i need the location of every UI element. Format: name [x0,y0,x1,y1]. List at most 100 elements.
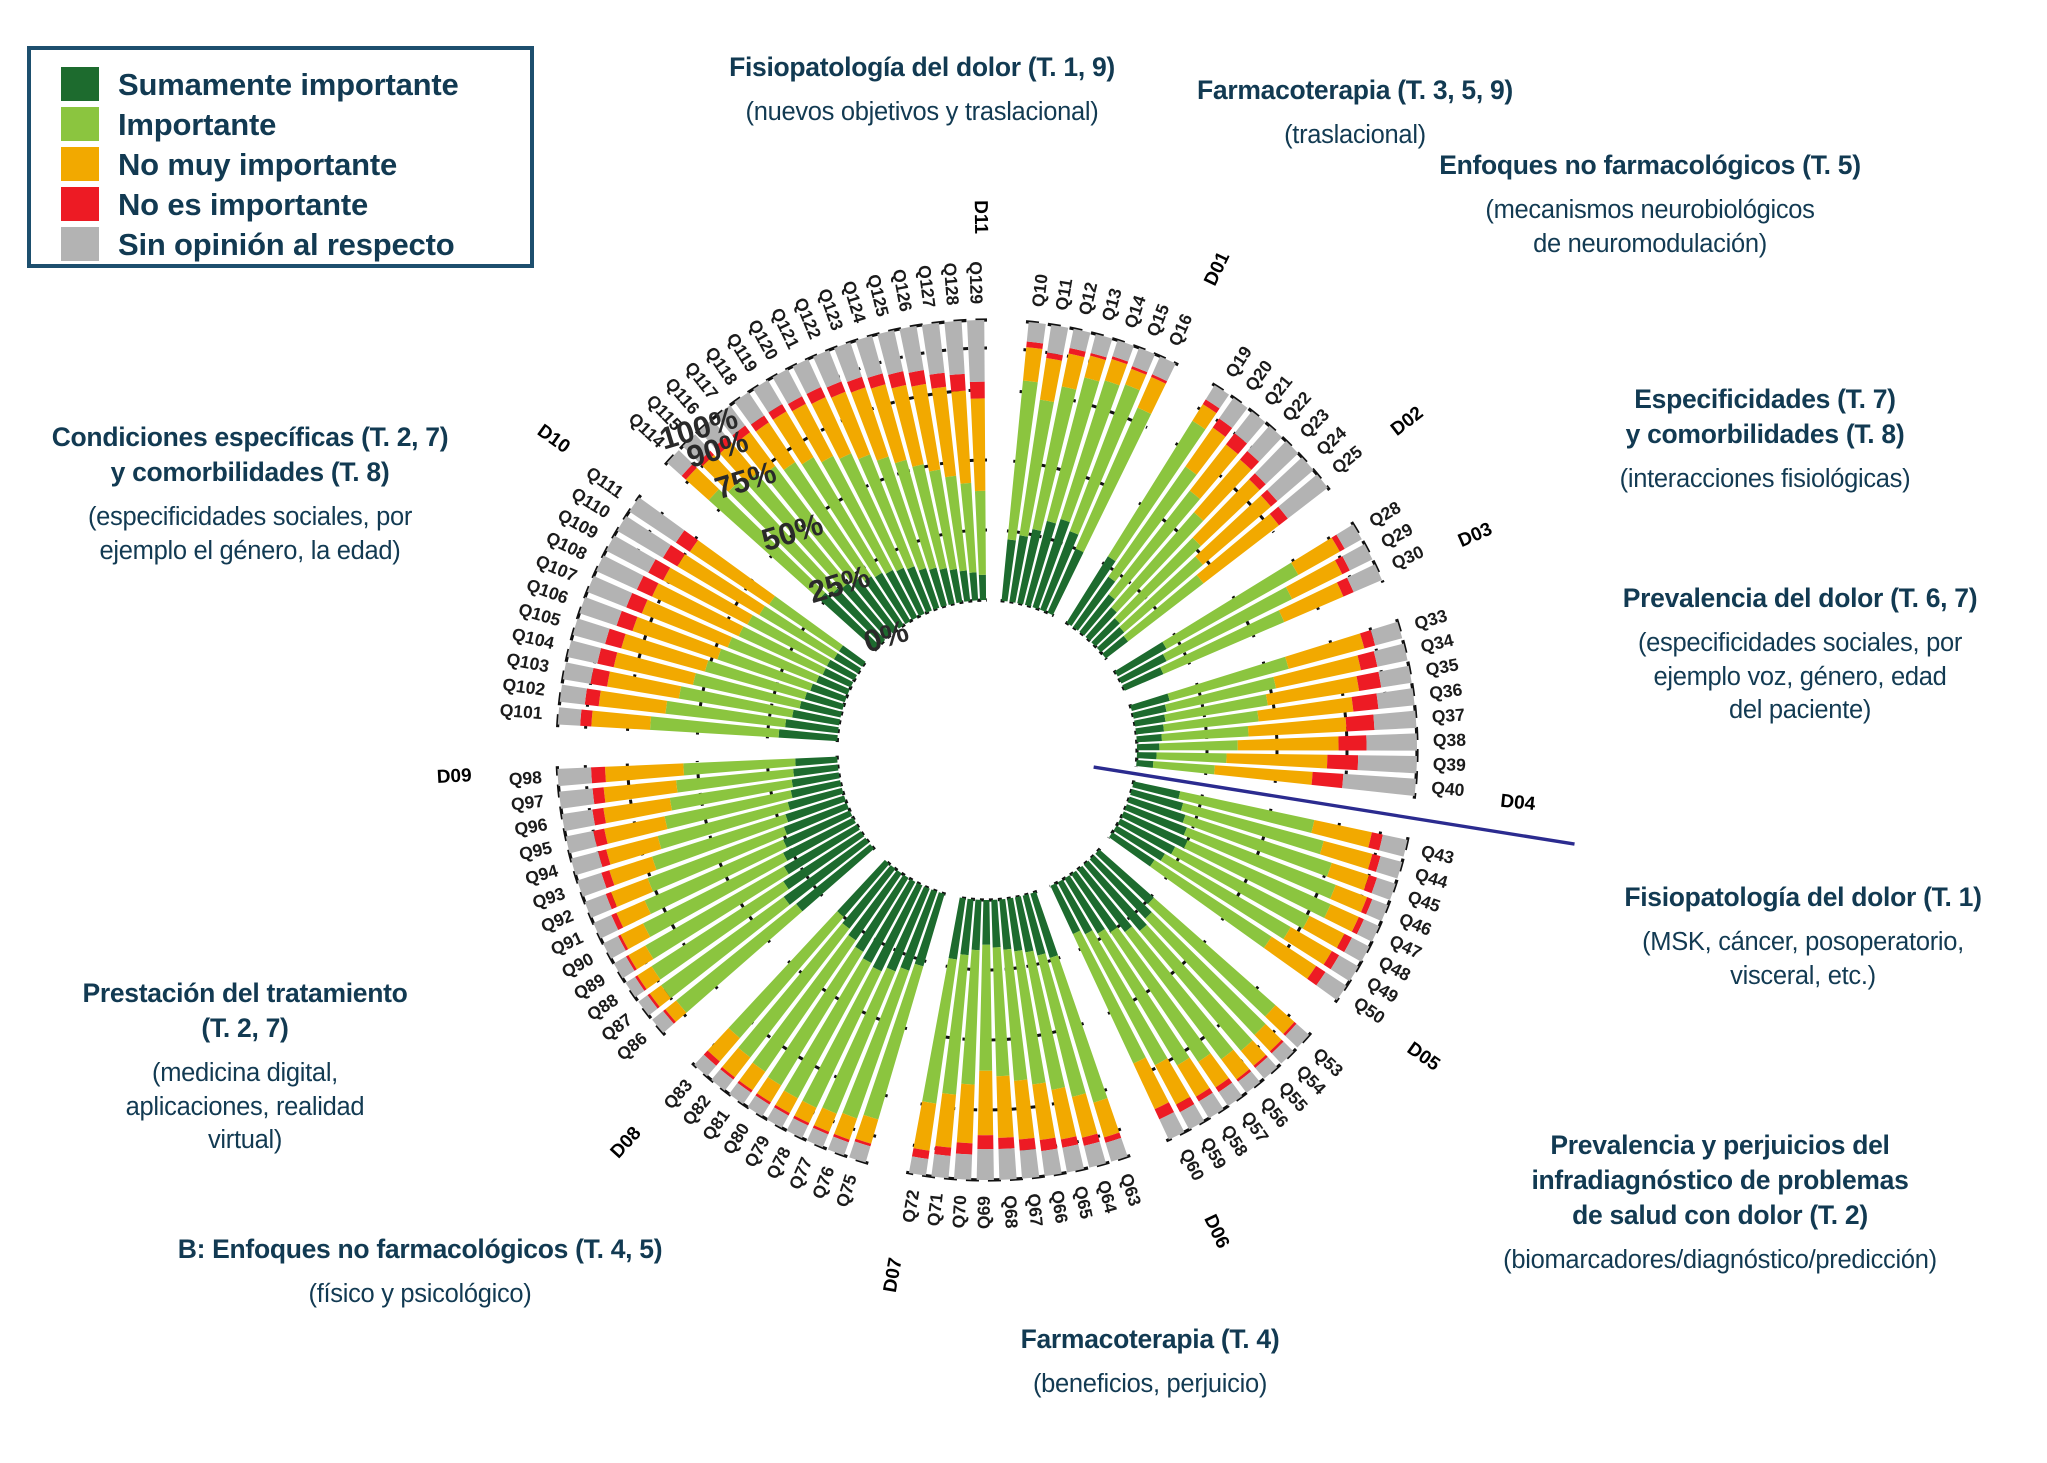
bar-Q126 [899,325,963,604]
bar-segment-Q127-3 [929,372,947,389]
question-label-Q40: Q40 [1431,777,1466,800]
bar-segment-Q65-3 [1060,1136,1079,1148]
bar-segment-Q68-4 [998,1148,1017,1180]
bar-segment-Q114-2 [685,467,719,501]
bar-Q37 [1136,710,1417,743]
bar-segment-Q10-3 [1026,341,1044,350]
bar-segment-Q101-4 [557,707,582,726]
bar-segment-Q19-2 [1192,404,1217,430]
bar-Q69 [976,899,994,1180]
legend-label-nomuy: No muy importante [118,146,398,182]
bar-Q66 [1007,897,1062,1177]
bar-Q98 [557,756,838,787]
annotation-farmacoterapia-bottom: Farmacoterapia (T. 4) (beneficios, perjui… [900,1322,1400,1402]
annotation-subtitle-line: (MSK, cáncer, posoperatorio, [1642,927,1964,956]
bar-segment-Q20-0 [1073,576,1116,631]
annotation-title-line: infradiagnóstico de problemas [1531,1164,1909,1195]
bar-segment-Q66-0 [1007,897,1023,952]
bar-segment-Q38-0 [1136,743,1160,751]
bar-segment-Q115-1 [728,481,838,595]
bar-segment-Q123-4 [834,342,862,383]
bar-segment-Q70-4 [953,1153,973,1180]
bar-segment-Q102-3 [584,688,601,707]
bar-segment-Q40-2 [1214,765,1313,785]
bar-segment-Q49-1 [1160,853,1291,940]
bar-segment-Q13-1 [1046,377,1100,524]
bar-segment-Q35-4 [1378,665,1412,688]
annotation-subtitle-line: (nuevos objetivos y traslacional) [745,97,1099,126]
bar-Q111 [629,497,866,667]
bar-Q102 [559,684,839,734]
question-label-Q95: Q95 [517,837,554,864]
bar-segment-Q39-1 [1156,752,1227,763]
bar-segment-Q13-0 [1024,520,1057,607]
bar-segment-Q25-2 [1196,513,1279,584]
bar-segment-Q46-2 [1330,884,1368,913]
bar-segment-Q68-1 [992,947,1010,1077]
bar-segment-Q58-4 [1198,1092,1224,1119]
bar-segment-Q69-1 [979,944,993,1071]
bar-segment-Q19-4 [1205,385,1230,409]
bar-segment-Q22-4 [1247,425,1283,462]
bar-segment-Q80-3 [755,1093,771,1105]
bar-segment-Q102-2 [598,690,668,714]
bar-segment-Q11-3 [1046,352,1063,361]
bar-segment-Q50-4 [1316,972,1347,1001]
bar-Q122 [813,350,932,613]
bar-segment-Q58-3 [1195,1088,1213,1102]
bar-Q58 [1064,875,1224,1119]
bar-segment-Q117-4 [716,405,746,436]
bar-segment-Q88-0 [783,831,865,890]
bar-segment-Q121-0 [896,567,925,617]
bar-Q54 [1089,855,1294,1064]
bar-segment-Q117-2 [737,432,776,475]
bar-Q117 [716,405,898,634]
bar-segment-Q76-0 [900,889,938,971]
bar-Q68 [991,899,1017,1180]
bar-segment-Q109-2 [663,567,753,625]
bar-segment-Q119-4 [753,380,783,413]
bar-Q29 [1118,544,1373,684]
bar-segment-Q121-3 [806,386,826,404]
bar-segment-Q14-0 [1032,519,1070,610]
bar-segment-Q95-2 [604,816,668,844]
bar-segment-Q36-3 [1351,693,1379,712]
bar-segment-Q25-1 [1123,574,1204,642]
bar-segment-Q123-2 [851,387,889,461]
bar-segment-Q67-3 [1018,1137,1036,1151]
bar-segment-Q114-0 [819,592,880,650]
bar-segment-Q58-1 [1097,929,1190,1066]
bar-segment-Q54-4 [1271,1041,1294,1064]
bar-segment-Q53-1 [1147,897,1276,1017]
bar-segment-Q118-4 [734,392,765,425]
bar-segment-Q14-2 [1104,358,1128,386]
bar-Q49 [1113,825,1359,982]
bar-segment-Q54-1 [1145,912,1266,1035]
bar-segment-Q10-2 [1022,347,1043,383]
bar-segment-Q124-4 [855,335,883,378]
bar-segment-Q50-0 [1109,832,1155,867]
bar-segment-Q33-3 [1359,630,1376,649]
bar-segment-Q65-1 [1025,950,1066,1090]
bar-segment-Q23-4 [1254,441,1299,485]
bar-segment-Q19-3 [1202,399,1220,414]
bar-segment-Q98-3 [590,766,606,784]
bar-segment-Q28-4 [1336,524,1362,549]
bar-segment-Q89-4 [613,956,635,979]
bar-Q107 [587,575,850,695]
bar-segment-Q40-0 [1136,760,1154,768]
bar-segment-Q49-3 [1323,950,1340,970]
bar-segment-Q119-2 [772,411,814,465]
bar-segment-Q35-2 [1265,676,1360,706]
bar-Q87 [638,837,870,1016]
bar-Q83 [694,859,890,1077]
bar-segment-Q70-3 [955,1142,973,1155]
bar-segment-Q33-2 [1285,633,1365,669]
bar-segment-Q109-0 [826,659,858,681]
bar-segment-Q35-3 [1356,671,1382,692]
bar-Q114 [667,450,880,650]
domain-label-D09: D09 [436,765,472,788]
bar-Q108 [596,555,854,688]
legend-item-nomuy: No muy importante [61,144,530,184]
bar-Q77 [806,886,930,1148]
